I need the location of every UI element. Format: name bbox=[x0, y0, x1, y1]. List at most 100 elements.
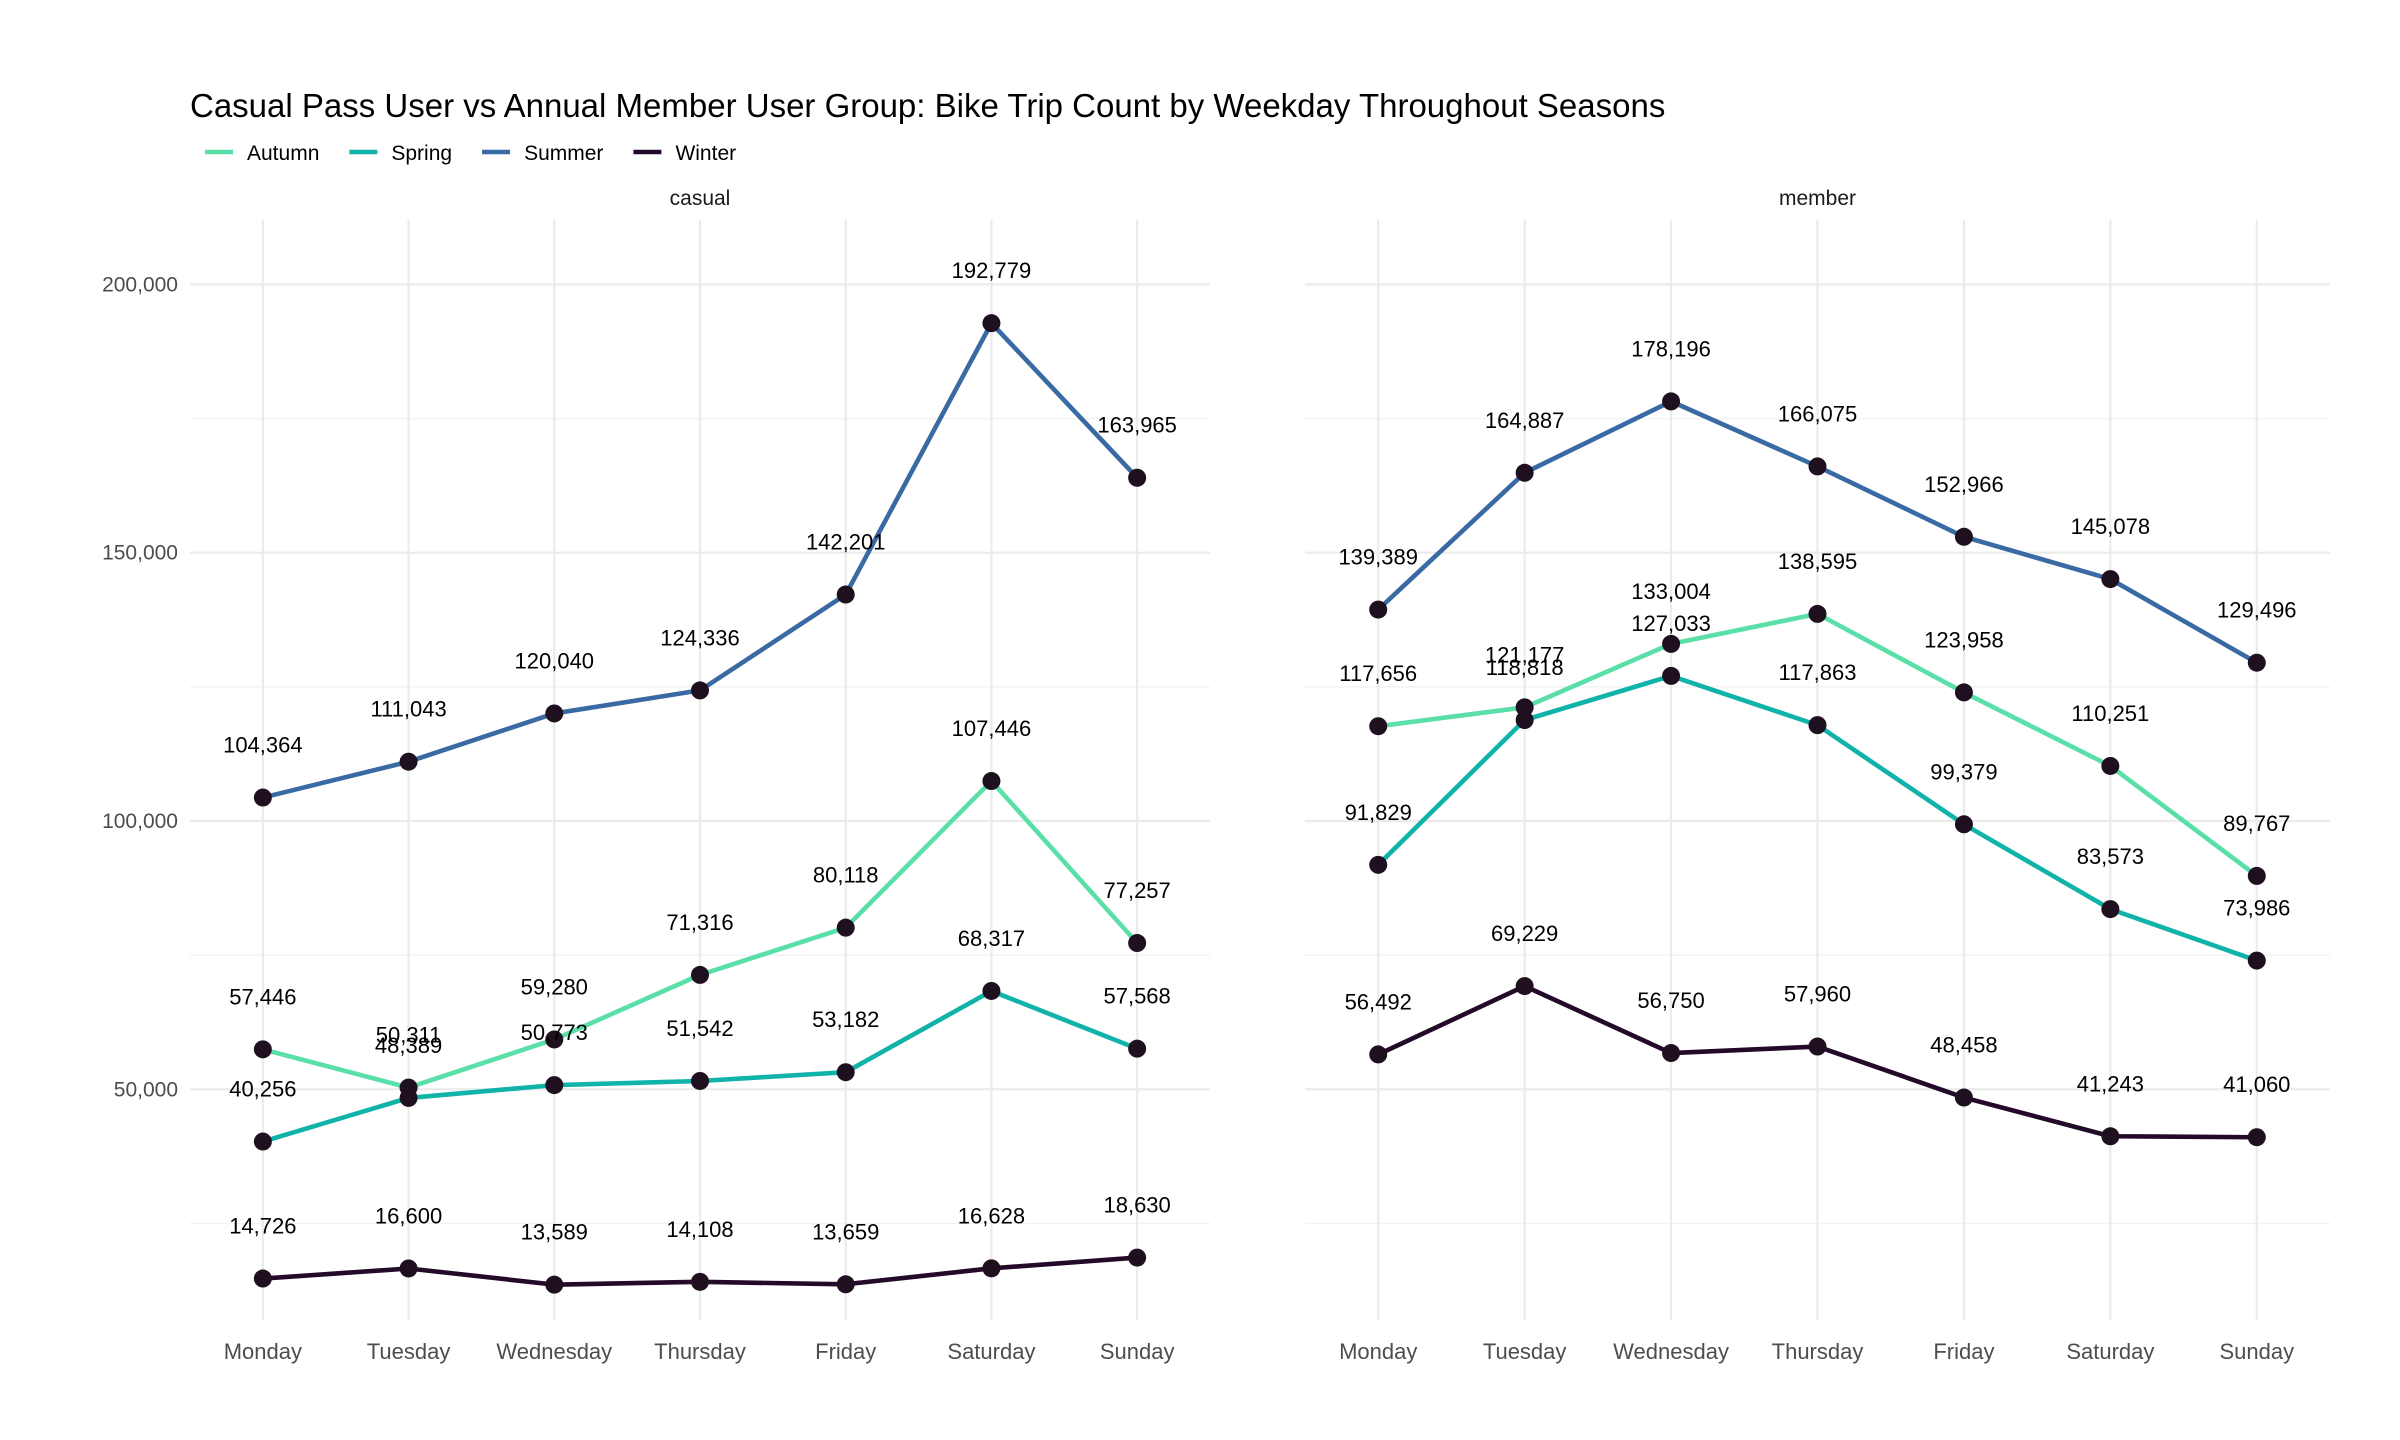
data-point-spring bbox=[691, 1071, 709, 1090]
data-point-autumn bbox=[982, 772, 1001, 791]
data-label-autumn: 50,311 bbox=[376, 1023, 442, 1048]
data-point-spring bbox=[1954, 815, 1973, 834]
x-tick-label: Monday bbox=[224, 1339, 302, 1364]
data-point-winter bbox=[1662, 1044, 1681, 1063]
data-label-spring: 99,379 bbox=[1930, 759, 1997, 784]
data-point-autumn bbox=[545, 1030, 564, 1049]
data-point-winter bbox=[253, 1269, 272, 1288]
data-label-autumn: 117,656 bbox=[1339, 661, 1417, 686]
data-point-winter bbox=[1128, 1248, 1147, 1267]
data-point-autumn bbox=[1515, 698, 1534, 717]
data-label-winter: 48,458 bbox=[1930, 1033, 1997, 1058]
legend-item-spring: Spring bbox=[349, 142, 452, 165]
data-label-summer: 166,075 bbox=[1778, 401, 1858, 426]
data-label-summer: 152,966 bbox=[1924, 472, 2004, 497]
data-label-summer: 178,196 bbox=[1631, 336, 1711, 361]
data-label-spring: 127,033 bbox=[1631, 611, 1711, 636]
x-tick-label: Wednesday bbox=[1613, 1339, 1729, 1364]
x-axis-member: Monday Tuesday Wednesday Thursday Friday Satu… bbox=[1339, 1339, 2294, 1364]
data-point-spring bbox=[399, 1088, 418, 1107]
data-point-spring bbox=[1369, 855, 1388, 874]
data-point-autumn bbox=[836, 918, 855, 937]
data-label-winter: 69,229 bbox=[1491, 921, 1558, 946]
chart-panels: casual 50,000 100,000 150,000 200,000 Monday T… bbox=[102, 187, 2330, 1364]
data-label-winter: 16,600 bbox=[375, 1203, 442, 1228]
data-point-autumn bbox=[1128, 934, 1147, 953]
y-tick-label: 50,000 bbox=[114, 1078, 178, 1101]
data-point-spring bbox=[836, 1063, 855, 1082]
data-label-spring: 68,317 bbox=[958, 926, 1025, 951]
y-tick-label: 150,000 bbox=[102, 542, 178, 565]
legend-label-winter: Winter bbox=[675, 142, 736, 165]
data-label-autumn: 89,767 bbox=[2223, 811, 2290, 836]
data-label-spring: 50,773 bbox=[521, 1020, 588, 1045]
data-point-winter bbox=[2247, 1128, 2266, 1147]
y-axis: 50,000 100,000 150,000 200,000 bbox=[102, 273, 178, 1101]
data-point-winter bbox=[691, 1272, 709, 1291]
data-point-winter bbox=[1515, 977, 1534, 996]
data-point-spring bbox=[2247, 951, 2266, 970]
data-label-autumn: 138,595 bbox=[1778, 549, 1858, 574]
data-label-winter: 13,589 bbox=[521, 1220, 588, 1245]
x-tick-label: Saturday bbox=[2066, 1339, 2154, 1364]
data-point-winter bbox=[1808, 1037, 1827, 1056]
data-point-spring bbox=[1662, 666, 1681, 685]
x-tick-label: Friday bbox=[1933, 1339, 1994, 1364]
data-point-spring bbox=[253, 1132, 272, 1151]
data-point-autumn bbox=[1808, 604, 1827, 623]
data-label-winter: 56,492 bbox=[1345, 989, 1412, 1014]
data-point-summer bbox=[982, 314, 1001, 333]
data-point-spring bbox=[982, 981, 1001, 1000]
data-label-autumn: 77,257 bbox=[1103, 878, 1170, 903]
data-point-autumn bbox=[1954, 683, 1973, 702]
data-label-spring: 48,389 bbox=[375, 1033, 442, 1058]
data-label-summer: 142,201 bbox=[806, 530, 886, 555]
data-label-autumn: 71,316 bbox=[666, 910, 733, 935]
legend-label-autumn: Autumn bbox=[247, 142, 319, 165]
data-label-spring: 117,863 bbox=[1779, 660, 1857, 685]
x-tick-label: Monday bbox=[1339, 1339, 1417, 1364]
x-axis-casual: Monday Tuesday Wednesday Thursday Friday Satu… bbox=[224, 1339, 1175, 1364]
data-label-spring: 57,568 bbox=[1103, 984, 1170, 1009]
data-point-summer bbox=[836, 585, 855, 604]
data-point-autumn bbox=[253, 1040, 272, 1059]
data-label-autumn: 59,280 bbox=[521, 974, 588, 999]
data-point-summer bbox=[1808, 457, 1827, 476]
data-label-winter: 16,628 bbox=[958, 1203, 1025, 1228]
data-label-summer: 111,043 bbox=[370, 697, 446, 722]
data-point-winter bbox=[399, 1259, 418, 1278]
data-point-winter bbox=[982, 1259, 1001, 1278]
grid-member bbox=[1305, 220, 2330, 1320]
y-tick-label: 200,000 bbox=[102, 273, 178, 296]
data-point-summer bbox=[691, 681, 709, 700]
data-point-summer bbox=[2101, 570, 2120, 589]
data-point-winter bbox=[1369, 1045, 1388, 1064]
x-tick-label: Tuesday bbox=[367, 1339, 451, 1364]
data-label-spring: 91,829 bbox=[1345, 800, 1412, 825]
data-label-autumn: 110,251 bbox=[2071, 701, 2149, 726]
data-point-spring bbox=[545, 1076, 564, 1095]
data-label-autumn: 121,177 bbox=[1485, 642, 1565, 667]
data-label-summer: 139,389 bbox=[1338, 545, 1418, 570]
data-point-summer bbox=[1662, 392, 1681, 411]
data-label-autumn: 133,004 bbox=[1631, 579, 1711, 604]
x-tick-label: Wednesday bbox=[496, 1339, 612, 1364]
data-label-summer: 124,336 bbox=[660, 625, 740, 650]
data-point-spring bbox=[1128, 1039, 1147, 1058]
x-tick-label: Friday bbox=[815, 1339, 876, 1364]
legend-item-autumn: Autumn bbox=[205, 142, 319, 165]
data-point-autumn bbox=[691, 965, 709, 984]
data-point-winter bbox=[836, 1275, 855, 1294]
data-label-summer: 163,965 bbox=[1097, 413, 1177, 438]
data-label-summer: 120,040 bbox=[515, 648, 595, 673]
legend-label-spring: Spring bbox=[391, 142, 452, 165]
data-label-winter: 56,750 bbox=[1637, 988, 1704, 1013]
data-point-autumn bbox=[2247, 866, 2266, 885]
data-label-spring: 83,573 bbox=[2077, 844, 2144, 869]
data-point-winter bbox=[545, 1275, 564, 1294]
x-tick-label: Thursday bbox=[1772, 1339, 1864, 1364]
data-label-autumn: 123,958 bbox=[1924, 627, 2004, 652]
data-label-autumn: 57,446 bbox=[229, 984, 296, 1009]
data-label-summer: 129,496 bbox=[2217, 598, 2297, 623]
